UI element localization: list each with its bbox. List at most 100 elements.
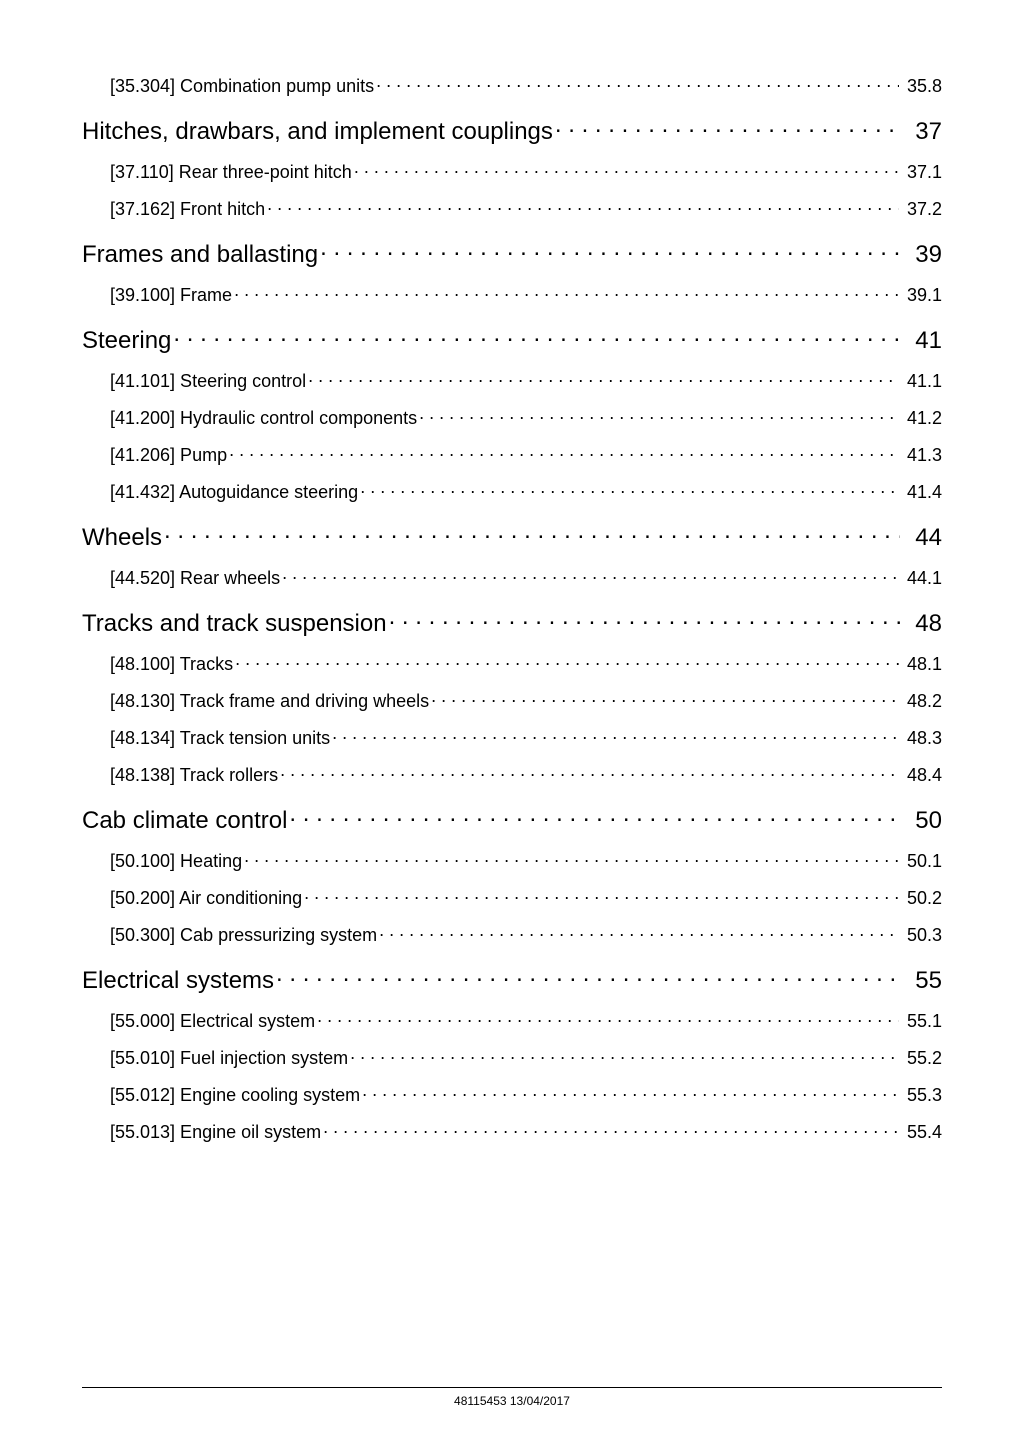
toc-entry-page: 48.2	[901, 691, 942, 712]
toc-leader-dots	[419, 406, 899, 424]
toc-leader-dots	[323, 1120, 899, 1138]
toc-leader-dots	[320, 238, 900, 262]
toc-entry-page: 39	[902, 241, 942, 269]
toc-entry-label: [48.100] Tracks	[110, 654, 233, 675]
toc-section-row: Hitches, drawbars, and implement couplin…	[82, 115, 942, 146]
toc-sub-row: [48.138] Track rollers 48.4	[82, 763, 942, 786]
toc-entry-label: [41.432] Autoguidance steering	[110, 482, 358, 503]
toc-entry-page: 48.1	[901, 654, 942, 675]
toc-sub-row: [55.012] Engine cooling system 55.3	[82, 1083, 942, 1106]
toc-leader-dots	[282, 566, 899, 584]
toc-entry-page: 44.1	[901, 568, 942, 589]
toc-section-row: Steering 41	[82, 324, 942, 355]
toc-leader-dots	[317, 1009, 899, 1027]
toc-entry-label: [50.100] Heating	[110, 851, 242, 872]
toc-entry-label: Wheels	[82, 524, 162, 552]
toc-entry-page: 48.3	[901, 728, 942, 749]
toc-sub-row: [44.520] Rear wheels 44.1	[82, 566, 942, 589]
toc-entry-page: 37.1	[901, 162, 942, 183]
toc-entry-label: [41.101] Steering control	[110, 371, 306, 392]
toc-entry-page: 35.8	[901, 76, 942, 97]
toc-leader-dots	[354, 160, 899, 178]
toc-sub-row: [55.013] Engine oil system 55.4	[82, 1120, 942, 1143]
toc-leader-dots	[350, 1046, 899, 1064]
toc-section-row: Cab climate control 50	[82, 804, 942, 835]
toc-entry-label: [55.000] Electrical system	[110, 1011, 315, 1032]
toc-entry-label: Electrical systems	[82, 967, 274, 995]
toc-sub-row: [50.100] Heating 50.1	[82, 849, 942, 872]
toc-entry-label: Cab climate control	[82, 807, 287, 835]
toc-entry-page: 55.2	[901, 1048, 942, 1069]
toc-entry-label: [48.138] Track rollers	[110, 765, 278, 786]
toc-leader-dots	[308, 369, 899, 387]
toc-entry-label: [50.200] Air conditioning	[110, 888, 302, 909]
toc-sub-row: [55.010] Fuel injection system 55.2	[82, 1046, 942, 1069]
toc-leader-dots	[431, 689, 899, 707]
toc-entry-page: 41.4	[901, 482, 942, 503]
toc-sub-row: [41.200] Hydraulic control components 41…	[82, 406, 942, 429]
toc-sub-row: [41.206] Pump 41.3	[82, 443, 942, 466]
toc-leader-dots	[332, 726, 899, 744]
toc-entry-label: [37.162] Front hitch	[110, 199, 265, 220]
toc-leader-dots	[379, 923, 899, 941]
table-of-contents: [35.304] Combination pump units 35.8 Hitc…	[82, 74, 942, 1143]
toc-leader-dots	[234, 283, 899, 301]
toc-entry-page: 55.3	[901, 1085, 942, 1106]
toc-entry-page: 48	[902, 610, 942, 638]
toc-section-row: Tracks and track suspension 48	[82, 607, 942, 638]
toc-sub-row: [50.200] Air conditioning 50.2	[82, 886, 942, 909]
toc-leader-dots	[235, 652, 899, 670]
toc-entry-label: [55.010] Fuel injection system	[110, 1048, 348, 1069]
toc-entry-page: 37.2	[901, 199, 942, 220]
toc-sub-row: [35.304] Combination pump units 35.8	[82, 74, 942, 97]
toc-entry-label: [44.520] Rear wheels	[110, 568, 280, 589]
toc-entry-page: 44	[902, 524, 942, 552]
toc-leader-dots	[280, 763, 899, 781]
toc-entry-page: 41.2	[901, 408, 942, 429]
toc-leader-dots	[244, 849, 899, 867]
toc-sub-row: [48.134] Track tension units 48.3	[82, 726, 942, 749]
toc-entry-page: 37	[902, 118, 942, 146]
toc-entry-label: [35.304] Combination pump units	[110, 76, 374, 97]
toc-entry-page: 39.1	[901, 285, 942, 306]
toc-entry-page: 48.4	[901, 765, 942, 786]
toc-entry-label: [55.013] Engine oil system	[110, 1122, 321, 1143]
toc-entry-label: [50.300] Cab pressurizing system	[110, 925, 377, 946]
toc-sub-row: [50.300] Cab pressurizing system 50.3	[82, 923, 942, 946]
toc-entry-page: 50.3	[901, 925, 942, 946]
toc-entry-page: 50.2	[901, 888, 942, 909]
toc-leader-dots	[276, 964, 900, 988]
toc-leader-dots	[362, 1083, 899, 1101]
toc-leader-dots	[229, 443, 899, 461]
toc-entry-page: 55	[902, 967, 942, 995]
toc-leader-dots	[376, 74, 899, 92]
toc-entry-label: [37.110] Rear three-point hitch	[110, 162, 352, 183]
toc-leader-dots	[289, 804, 900, 828]
toc-sub-row: [37.110] Rear three-point hitch 37.1	[82, 160, 942, 183]
toc-entry-label: [39.100] Frame	[110, 285, 232, 306]
toc-sub-row: [41.101] Steering control 41.1	[82, 369, 942, 392]
toc-entry-label: Hitches, drawbars, and implement couplin…	[82, 118, 553, 146]
toc-sub-row: [37.162] Front hitch 37.2	[82, 197, 942, 220]
toc-entry-label: [48.134] Track tension units	[110, 728, 330, 749]
document-page: [35.304] Combination pump units 35.8 Hitc…	[0, 0, 1024, 1448]
toc-section-row: Frames and ballasting 39	[82, 238, 942, 269]
toc-entry-page: 50.1	[901, 851, 942, 872]
toc-entry-page: 55.4	[901, 1122, 942, 1143]
toc-sub-row: [48.130] Track frame and driving wheels …	[82, 689, 942, 712]
footer-text: 48115453 13/04/2017	[82, 1394, 942, 1408]
toc-leader-dots	[389, 607, 900, 631]
toc-entry-page: 41.3	[901, 445, 942, 466]
toc-sub-row: [55.000] Electrical system 55.1	[82, 1009, 942, 1032]
toc-entry-label: Frames and ballasting	[82, 241, 318, 269]
toc-leader-dots	[304, 886, 899, 904]
toc-sub-row: [41.432] Autoguidance steering 41.4	[82, 480, 942, 503]
toc-section-row: Electrical systems 55	[82, 964, 942, 995]
toc-leader-dots	[173, 324, 900, 348]
toc-sub-row: [39.100] Frame 39.1	[82, 283, 942, 306]
page-footer: 48115453 13/04/2017	[82, 1387, 942, 1408]
toc-section-row: Wheels 44	[82, 521, 942, 552]
toc-leader-dots	[555, 115, 900, 139]
toc-entry-label: Steering	[82, 327, 171, 355]
toc-entry-page: 55.1	[901, 1011, 942, 1032]
